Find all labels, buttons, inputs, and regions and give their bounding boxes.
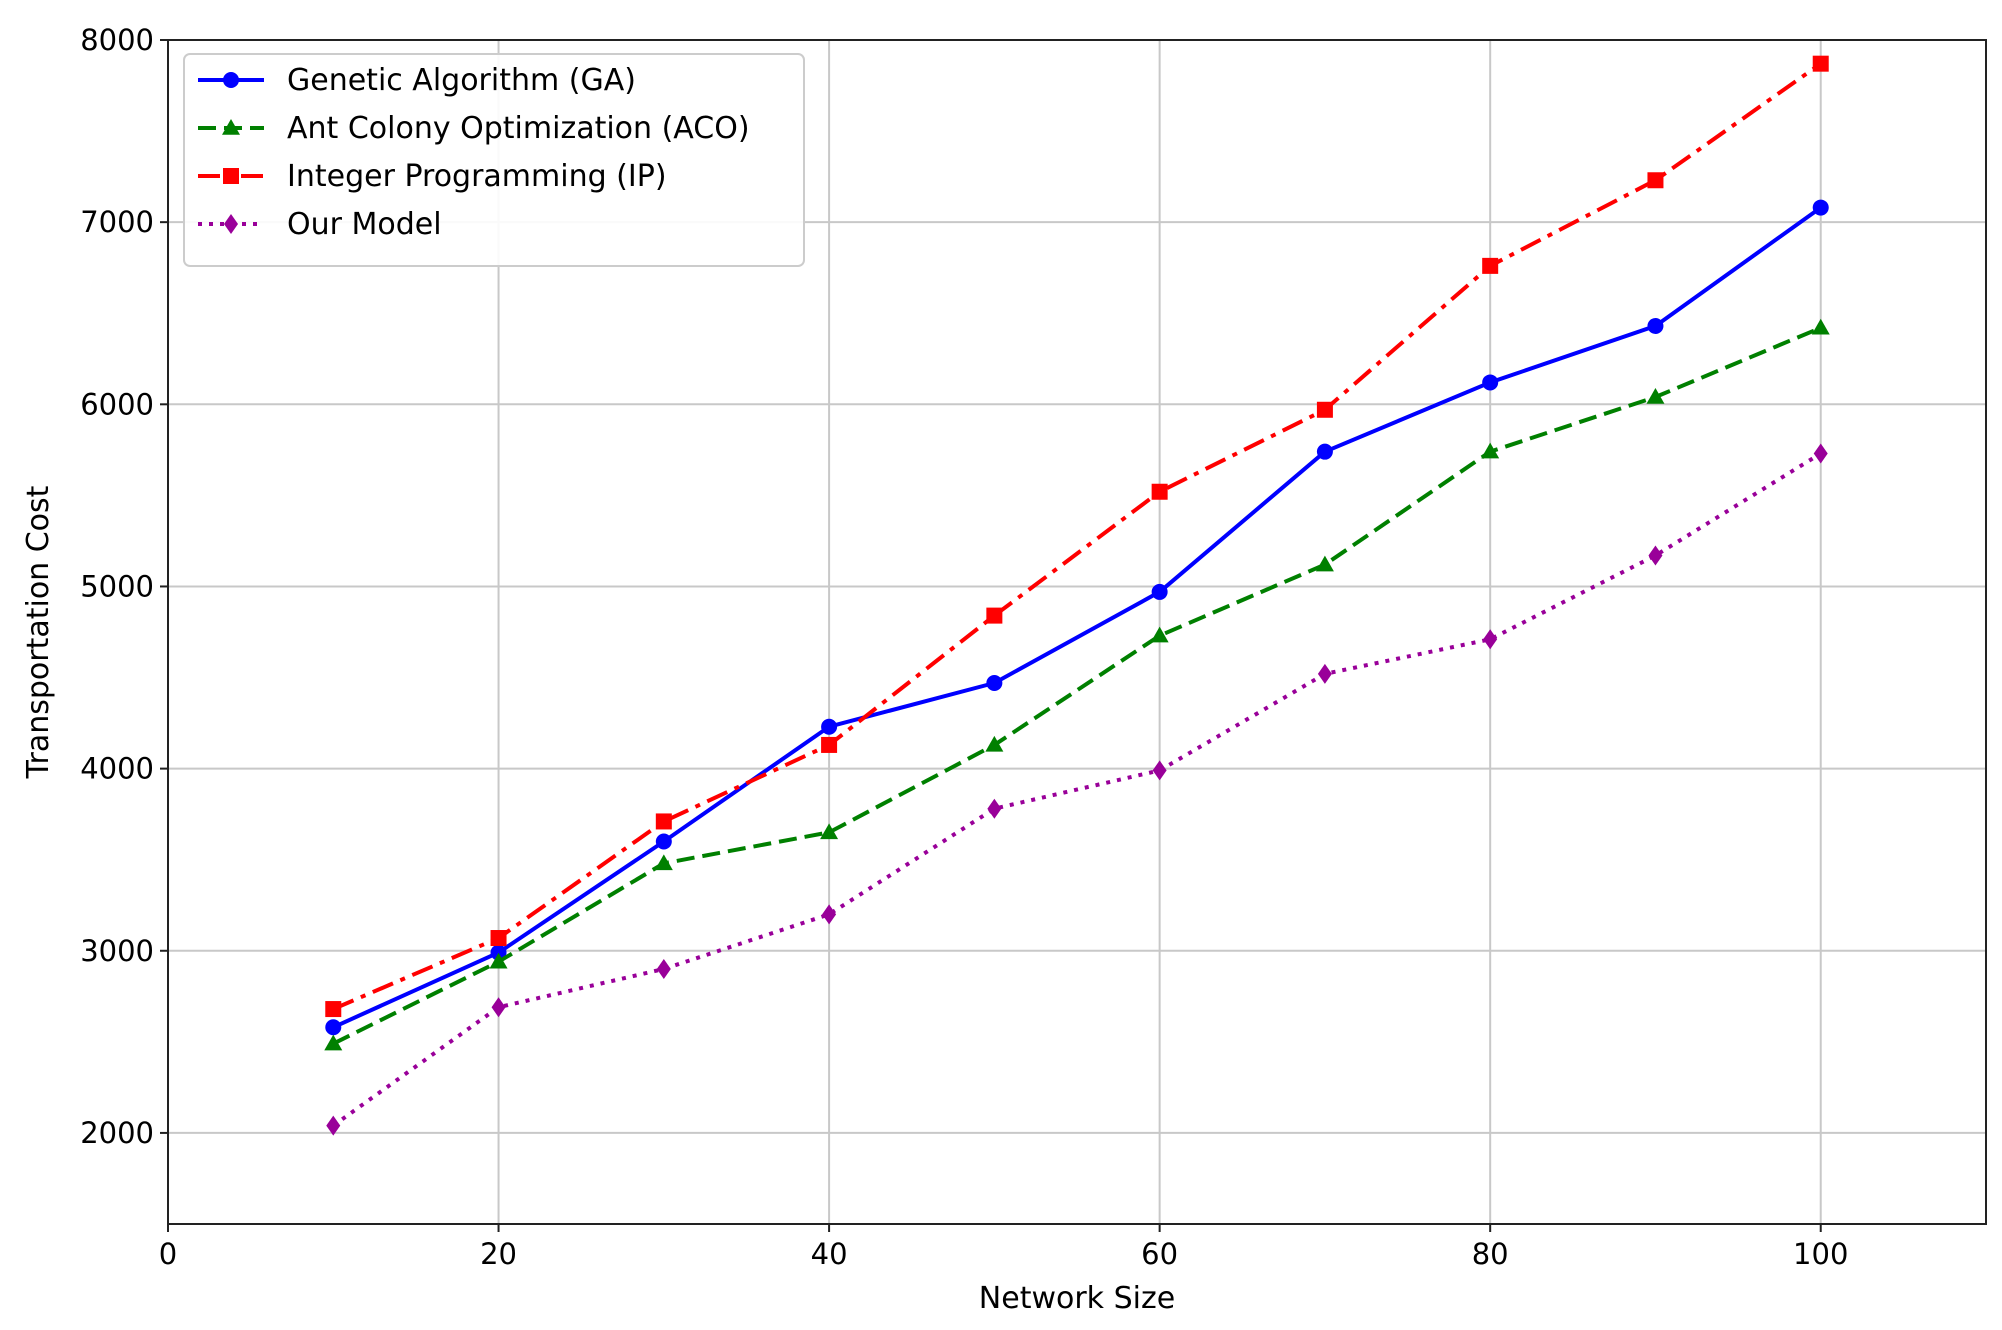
data-point bbox=[326, 1115, 341, 1136]
data-point bbox=[986, 607, 1003, 624]
data-point bbox=[821, 718, 838, 735]
data-point bbox=[654, 854, 673, 871]
data-point bbox=[1150, 626, 1169, 643]
data-point bbox=[490, 944, 507, 961]
legend-marker bbox=[224, 214, 238, 234]
data-point bbox=[490, 930, 507, 947]
x-tick-label: 0 bbox=[159, 1237, 177, 1271]
data-point bbox=[1317, 663, 1332, 684]
data-point bbox=[822, 904, 837, 925]
data-point bbox=[1315, 555, 1334, 572]
data-point bbox=[821, 736, 838, 753]
axes bbox=[160, 39, 1987, 1232]
x-axis-label: Network Size bbox=[979, 1281, 1175, 1316]
data-point bbox=[655, 813, 672, 830]
data-point bbox=[1152, 760, 1167, 781]
legend-label: Genetic Algorithm (GA) bbox=[287, 63, 636, 98]
data-point bbox=[1812, 199, 1829, 216]
data-point bbox=[987, 798, 1002, 819]
legend-box bbox=[183, 53, 805, 267]
data-point bbox=[1151, 583, 1168, 600]
data-point bbox=[1483, 629, 1498, 650]
legend-label: Integer Programming (IP) bbox=[287, 159, 667, 194]
data-point bbox=[986, 675, 1003, 692]
data-point bbox=[1481, 442, 1500, 459]
series-2 bbox=[324, 318, 1830, 1051]
data-point bbox=[820, 823, 839, 840]
y-tick-label: 6000 bbox=[80, 387, 154, 421]
data-point bbox=[656, 958, 671, 979]
data-point bbox=[1316, 401, 1333, 418]
legend-entry: Ant Colony Optimization (ACO) bbox=[198, 111, 750, 146]
data-point bbox=[655, 833, 672, 850]
plot-frame bbox=[167, 39, 1987, 1225]
series-line bbox=[332, 62, 1822, 1011]
legend-entry: Our Model bbox=[198, 207, 442, 242]
data-point bbox=[1482, 257, 1499, 274]
data-point bbox=[1813, 443, 1828, 464]
legend-entry: Genetic Algorithm (GA) bbox=[198, 63, 636, 98]
series-line bbox=[332, 325, 1822, 1046]
data-point bbox=[1316, 443, 1333, 460]
y-tick-label: 5000 bbox=[80, 569, 154, 603]
legend-marker bbox=[222, 119, 240, 135]
data-point bbox=[1812, 55, 1829, 72]
legend-marker bbox=[223, 72, 239, 88]
series-4 bbox=[326, 443, 1828, 1136]
data-point bbox=[1482, 374, 1499, 391]
data-point bbox=[1151, 483, 1168, 500]
series-line bbox=[332, 451, 1822, 1128]
x-tick-label: 40 bbox=[811, 1237, 848, 1271]
data-point bbox=[1811, 318, 1830, 335]
y-tick-label: 2000 bbox=[80, 1116, 154, 1150]
x-tick-label: 80 bbox=[1472, 1237, 1509, 1271]
data-point bbox=[491, 997, 506, 1018]
tick-labels: 0 20 40 60 80 100 2000 3000 4000 5000 6000 7000 8000 bbox=[80, 23, 1848, 1271]
legend: Genetic Algorithm (GA) Ant Colony Optimiz… bbox=[183, 53, 805, 267]
x-tick-label: 100 bbox=[1793, 1237, 1848, 1271]
data-point bbox=[1646, 388, 1665, 404]
series-layer bbox=[324, 55, 1830, 1136]
y-tick-label: 7000 bbox=[80, 205, 154, 239]
x-tick-label: 20 bbox=[480, 1237, 517, 1271]
data-point bbox=[985, 735, 1004, 752]
data-point bbox=[489, 952, 508, 969]
y-tick-label: 8000 bbox=[80, 23, 154, 57]
y-axis-label: Transportation Cost bbox=[21, 485, 56, 779]
y-tick-label: 4000 bbox=[80, 752, 154, 786]
data-point bbox=[1648, 545, 1663, 566]
y-tick-label: 3000 bbox=[80, 934, 154, 968]
x-tick-label: 60 bbox=[1141, 1237, 1178, 1271]
data-point bbox=[1647, 172, 1664, 189]
series-line bbox=[332, 205, 1822, 1030]
data-point bbox=[1647, 317, 1664, 334]
legend-label: Ant Colony Optimization (ACO) bbox=[287, 111, 750, 146]
legend-entry: Integer Programming (IP) bbox=[198, 159, 667, 194]
series-1 bbox=[325, 199, 1829, 1036]
series-3 bbox=[325, 55, 1829, 1018]
data-point bbox=[324, 1034, 343, 1051]
data-point bbox=[325, 1019, 342, 1036]
legend-marker bbox=[223, 168, 239, 184]
legend-label: Our Model bbox=[287, 207, 442, 242]
data-point bbox=[325, 1001, 342, 1018]
